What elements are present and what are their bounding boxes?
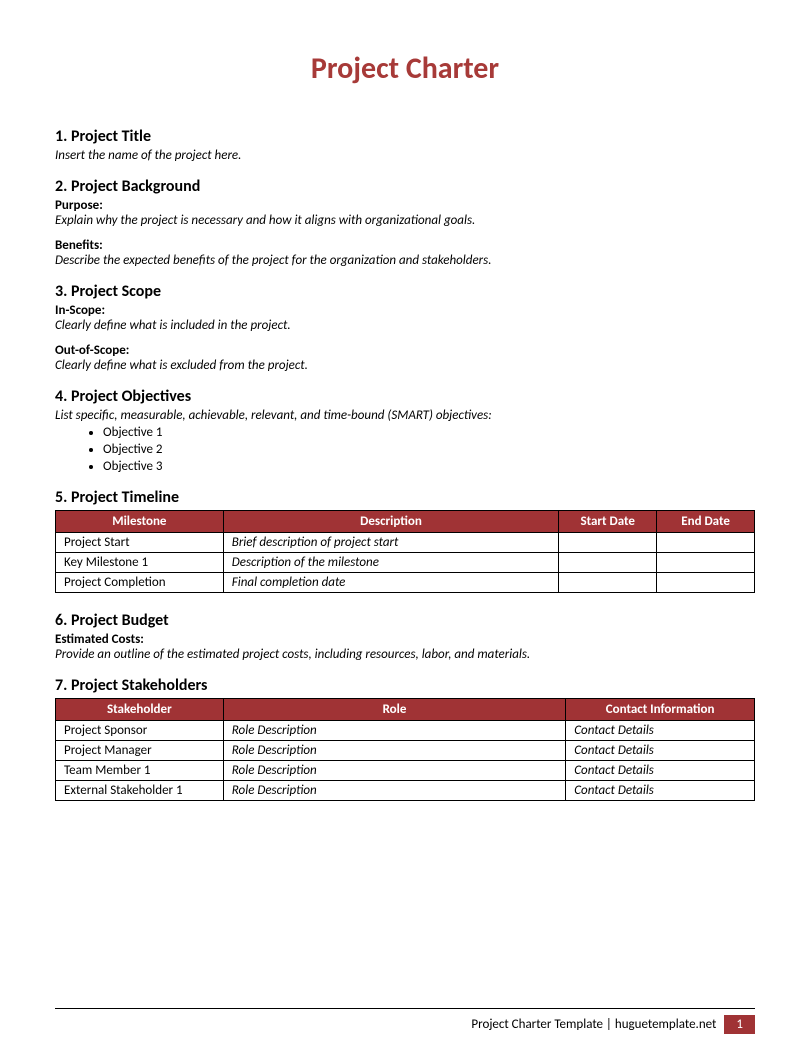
cell-end-date bbox=[657, 533, 755, 553]
section-objectives: 4. Project Objectives List specific, mea… bbox=[55, 387, 755, 474]
cell-contact: Contact Details bbox=[566, 721, 755, 741]
th-contact: Contact Information bbox=[566, 699, 755, 721]
heading-background: 2. Project Background bbox=[55, 177, 755, 196]
instruction-project-title: Insert the name of the project here. bbox=[55, 148, 755, 163]
section-timeline: 5. Project Timeline Milestone Descriptio… bbox=[55, 488, 755, 593]
section-project-title: 1. Project Title Insert the name of the … bbox=[55, 127, 755, 163]
objectives-list: Objective 1 Objective 2 Objective 3 bbox=[103, 425, 755, 474]
cell-milestone: Project Start bbox=[56, 533, 224, 553]
section-scope: 3. Project Scope In-Scope: Clearly defin… bbox=[55, 282, 755, 373]
heading-timeline: 5. Project Timeline bbox=[55, 488, 755, 507]
section-budget: 6. Project Budget Estimated Costs: Provi… bbox=[55, 611, 755, 662]
text-costs: Provide an outline of the estimated proj… bbox=[55, 647, 755, 662]
text-benefits: Describe the expected benefits of the pr… bbox=[55, 253, 755, 268]
label-purpose: Purpose: bbox=[55, 198, 755, 213]
label-costs: Estimated Costs: bbox=[55, 632, 755, 647]
cell-stakeholder: External Stakeholder 1 bbox=[56, 781, 224, 801]
list-item: Objective 1 bbox=[103, 425, 755, 440]
heading-objectives: 4. Project Objectives bbox=[55, 387, 755, 406]
table-row: Project Start Brief description of proje… bbox=[56, 533, 755, 553]
table-row: External Stakeholder 1 Role Description … bbox=[56, 781, 755, 801]
section-background: 2. Project Background Purpose: Explain w… bbox=[55, 177, 755, 268]
cell-role: Role Description bbox=[223, 741, 566, 761]
cell-contact: Contact Details bbox=[566, 781, 755, 801]
table-row: Team Member 1 Role Description Contact D… bbox=[56, 761, 755, 781]
cell-stakeholder: Project Manager bbox=[56, 741, 224, 761]
cell-start-date bbox=[559, 573, 657, 593]
cell-stakeholder: Project Sponsor bbox=[56, 721, 224, 741]
th-end-date: End Date bbox=[657, 511, 755, 533]
timeline-table: Milestone Description Start Date End Dat… bbox=[55, 510, 755, 593]
list-item: Objective 2 bbox=[103, 442, 755, 457]
th-milestone: Milestone bbox=[56, 511, 224, 533]
cell-description: Description of the milestone bbox=[223, 553, 559, 573]
table-row: Project Completion Final completion date bbox=[56, 573, 755, 593]
table-header-row: Stakeholder Role Contact Information bbox=[56, 699, 755, 721]
cell-start-date bbox=[559, 553, 657, 573]
heading-project-title: 1. Project Title bbox=[55, 127, 755, 146]
text-outscope: Clearly define what is excluded from the… bbox=[55, 358, 755, 373]
list-item: Objective 3 bbox=[103, 459, 755, 474]
stakeholders-table: Stakeholder Role Contact Information Pro… bbox=[55, 698, 755, 801]
cell-role: Role Description bbox=[223, 761, 566, 781]
cell-start-date bbox=[559, 533, 657, 553]
table-row: Key Milestone 1 Description of the miles… bbox=[56, 553, 755, 573]
cell-description: Final completion date bbox=[223, 573, 559, 593]
cell-contact: Contact Details bbox=[566, 741, 755, 761]
page-number: 1 bbox=[724, 1015, 755, 1034]
table-row: Project Manager Role Description Contact… bbox=[56, 741, 755, 761]
text-purpose: Explain why the project is necessary and… bbox=[55, 213, 755, 228]
footer: Project Charter Template | huguetemplate… bbox=[55, 1008, 755, 1034]
text-inscope: Clearly define what is included in the p… bbox=[55, 318, 755, 333]
table-row: Project Sponsor Role Description Contact… bbox=[56, 721, 755, 741]
th-stakeholder: Stakeholder bbox=[56, 699, 224, 721]
label-inscope: In-Scope: bbox=[55, 303, 755, 318]
footer-text: Project Charter Template | huguetemplate… bbox=[471, 1017, 716, 1032]
th-start-date: Start Date bbox=[559, 511, 657, 533]
section-stakeholders: 7. Project Stakeholders Stakeholder Role… bbox=[55, 676, 755, 801]
heading-stakeholders: 7. Project Stakeholders bbox=[55, 676, 755, 695]
label-benefits: Benefits: bbox=[55, 238, 755, 253]
cell-end-date bbox=[657, 553, 755, 573]
th-role: Role bbox=[223, 699, 566, 721]
text-objectives-intro: List specific, measurable, achievable, r… bbox=[55, 408, 755, 423]
cell-end-date bbox=[657, 573, 755, 593]
cell-milestone: Project Completion bbox=[56, 573, 224, 593]
page-title: Project Charter bbox=[55, 50, 755, 87]
cell-description: Brief description of project start bbox=[223, 533, 559, 553]
heading-budget: 6. Project Budget bbox=[55, 611, 755, 630]
table-header-row: Milestone Description Start Date End Dat… bbox=[56, 511, 755, 533]
cell-contact: Contact Details bbox=[566, 761, 755, 781]
cell-stakeholder: Team Member 1 bbox=[56, 761, 224, 781]
cell-role: Role Description bbox=[223, 781, 566, 801]
heading-scope: 3. Project Scope bbox=[55, 282, 755, 301]
cell-role: Role Description bbox=[223, 721, 566, 741]
cell-milestone: Key Milestone 1 bbox=[56, 553, 224, 573]
th-description: Description bbox=[223, 511, 559, 533]
label-outscope: Out-of-Scope: bbox=[55, 343, 755, 358]
